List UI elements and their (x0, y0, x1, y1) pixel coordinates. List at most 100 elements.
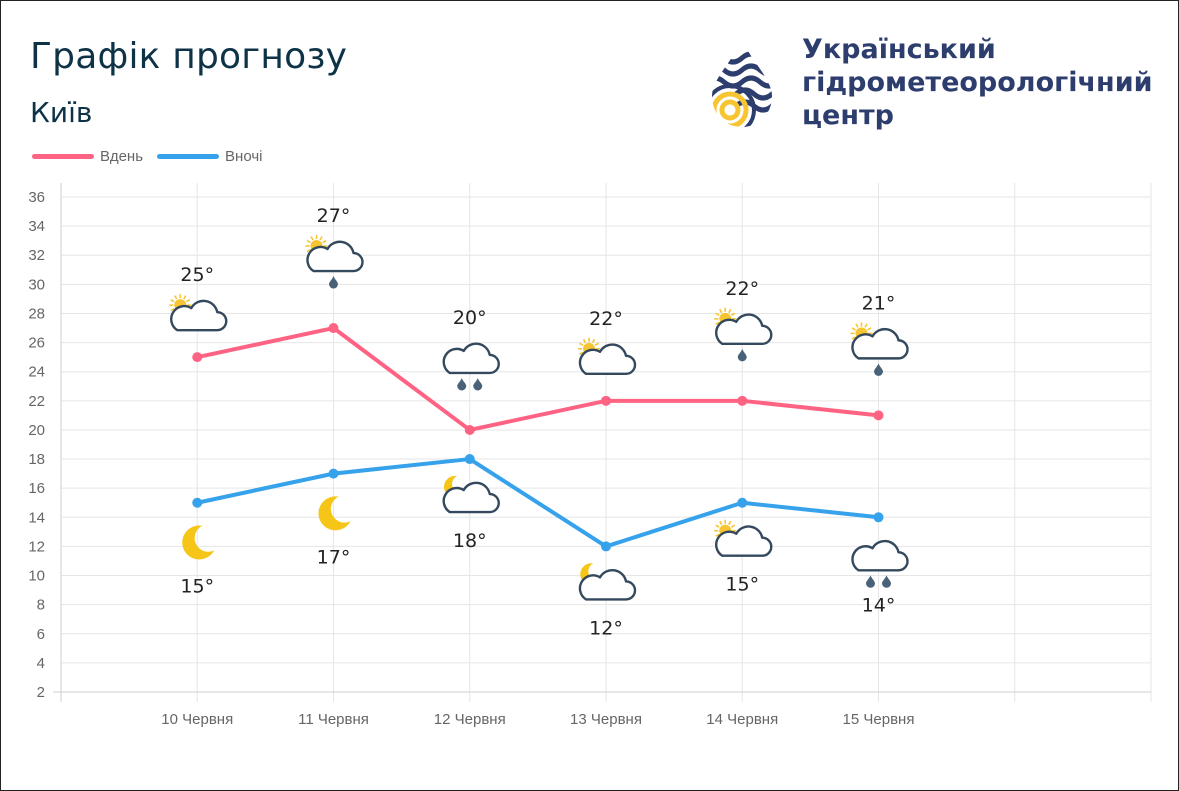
night-data-point (192, 497, 203, 508)
cloud-shape (578, 568, 637, 601)
y-tick-label: 10 (28, 568, 45, 585)
sun-ray (715, 321, 720, 326)
sun-ray (170, 307, 175, 312)
chart-legend: Вдень Вночі (32, 148, 276, 165)
sun-ray (591, 338, 596, 344)
sun-ray (594, 342, 599, 347)
sun-ray (579, 351, 584, 356)
chart-grid (53, 183, 1152, 702)
moon-cloudy-icon (442, 475, 500, 514)
partly-cloudy-rain-icon (850, 322, 909, 376)
y-tick-label: 8 (37, 597, 45, 614)
y-tick-label: 20 (28, 422, 45, 439)
y-tick-label: 28 (28, 305, 45, 322)
cloud-shape (715, 525, 773, 557)
sun-ray (579, 342, 584, 347)
night-value-label: 12° (589, 617, 623, 639)
y-tick-label: 36 (28, 189, 45, 206)
day-data-point (601, 395, 611, 406)
sun-ray (851, 336, 856, 340)
y-tick-label: 32 (28, 247, 45, 264)
sun-ray (719, 520, 723, 526)
sun-ray (322, 239, 327, 244)
sun-ray (306, 248, 311, 253)
sun-ray (728, 308, 732, 314)
cloud-shape (442, 481, 500, 514)
sun-ray (170, 298, 175, 303)
night-value-label: 17° (317, 547, 351, 569)
sun-ray (855, 323, 859, 328)
partly-cloudy-icon (169, 294, 228, 332)
night-data-point (464, 454, 475, 465)
night-data-point (601, 541, 611, 552)
moon-shape (182, 525, 215, 560)
org-name-line-2: гідрометеорологічний (802, 67, 1153, 98)
cloudy-rain-heavy-icon (442, 342, 500, 391)
moon-icon (182, 525, 215, 560)
partly-cloudy-rain-icon (305, 235, 364, 289)
series-day (192, 323, 884, 435)
sun-ray (183, 295, 187, 300)
cloud-shape (851, 327, 909, 360)
y-tick-label: 16 (28, 480, 45, 497)
y-tick-label: 6 (37, 626, 45, 643)
rain-drop (874, 363, 883, 376)
day-value-label: 27° (317, 205, 351, 227)
rain-drop (329, 276, 338, 289)
cloud-shape (306, 240, 364, 273)
sun-ray (867, 327, 872, 331)
y-tick-label: 4 (37, 655, 45, 672)
org-name-line-3: центр (802, 100, 894, 131)
rain-drop (473, 377, 483, 391)
night-value-label: 14° (862, 594, 896, 616)
cloud-shape (170, 299, 228, 332)
rain-drop (737, 348, 747, 362)
ukrhydromet-logo-icon (712, 38, 772, 127)
x-tick-label: 10 Червня (161, 711, 233, 728)
sun-ray (185, 298, 191, 303)
y-tick-label: 18 (28, 451, 45, 468)
series-night (192, 454, 884, 552)
y-tick-label: 24 (28, 364, 45, 381)
page-title: Графік прогнозу (30, 36, 348, 77)
y-tick-label: 30 (28, 276, 45, 293)
night-data-point (737, 497, 748, 508)
sun-ray (715, 312, 720, 317)
day-value-label: 20° (453, 307, 487, 329)
cloud-shape (578, 343, 637, 376)
y-tick-label: 26 (28, 335, 45, 352)
y-tick-label: 12 (28, 538, 45, 555)
rain-drop (457, 377, 467, 391)
y-tick-label: 14 (28, 509, 45, 526)
night-series-line (195, 457, 881, 549)
day-value-label: 21° (862, 292, 896, 314)
x-tick-label: 15 Червня (843, 711, 915, 728)
sun-ray (719, 308, 723, 314)
sun-ray (864, 323, 868, 328)
legend-swatch-night (157, 154, 220, 159)
x-tick-label: 14 Червня (706, 711, 778, 728)
sun-ray (582, 338, 587, 344)
legend-item-night[interactable]: Вночі (157, 148, 262, 165)
partly-cloudy-icon (714, 519, 773, 557)
org-name-line-1: Український (802, 34, 996, 65)
day-data-point (737, 395, 748, 406)
x-tick-label: 12 Червня (434, 711, 506, 728)
night-value-label: 15° (180, 576, 214, 598)
sun-ray (174, 295, 178, 300)
sun-ray (715, 524, 720, 528)
legend-swatch-day (32, 154, 94, 159)
city-name: Київ (30, 96, 93, 129)
moon-icon (318, 496, 351, 531)
legend-item-day[interactable]: Вдень (32, 148, 143, 165)
sun-ray (851, 327, 856, 331)
cloud-shape (851, 539, 909, 572)
rain-drop (882, 575, 891, 588)
cloud-shape (442, 342, 500, 375)
y-tick-label: 2 (37, 684, 45, 701)
day-data-point (192, 352, 203, 363)
partly-cloudy-icon (578, 337, 637, 376)
sun-ray (310, 236, 314, 241)
